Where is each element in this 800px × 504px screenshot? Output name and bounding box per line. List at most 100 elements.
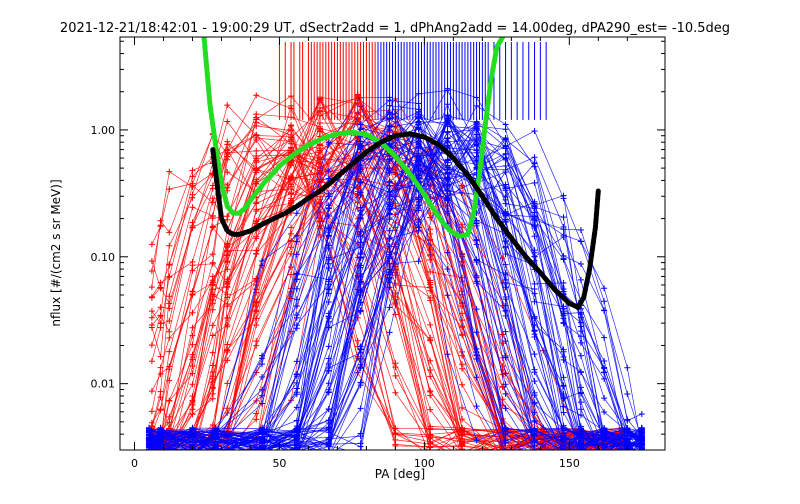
blue-flux-point (502, 390, 509, 397)
blue-flux-point (560, 192, 567, 199)
blue-flux-point (577, 319, 584, 326)
red-flux-point (459, 324, 466, 331)
red-flux-point (166, 242, 173, 249)
red-flux-point (168, 449, 170, 450)
red-flux-point (210, 453, 216, 459)
red-flux-point (253, 165, 260, 172)
red-flux-point (189, 381, 196, 388)
blue-flux-point (158, 452, 164, 458)
blue-flux-point (601, 455, 607, 461)
blue-flux-point (213, 451, 219, 457)
red-flux-point (224, 405, 231, 412)
blue-flux-point (415, 194, 422, 201)
red-flux-point (158, 452, 164, 458)
red-flux-point (166, 293, 173, 300)
red-flux-point (354, 185, 361, 192)
red-flux-point (160, 449, 162, 450)
blue-flux-point (415, 205, 422, 212)
red-flux-point (540, 451, 546, 457)
red-flux-point (149, 454, 155, 460)
blue-flux-point (325, 224, 332, 231)
blue-flux-point (293, 385, 300, 392)
red-flux-point (253, 122, 260, 129)
blue-flux-point (601, 457, 607, 463)
blue-flux-point (444, 210, 451, 217)
red-flux-point (540, 457, 546, 463)
blue-flux-point (626, 449, 628, 450)
blue-flux-point (531, 233, 538, 240)
red-flux-point (148, 241, 155, 248)
red-flux-point (157, 407, 164, 414)
red-flux-point (166, 455, 172, 461)
red-flux-point (619, 451, 625, 457)
red-flux-point (317, 193, 324, 200)
blue-flux-point (357, 355, 364, 362)
blue-flux-point (146, 453, 152, 459)
blue-flux-point (473, 149, 480, 156)
red-flux-point (148, 314, 155, 321)
red-flux-point (253, 92, 260, 99)
blue-flux-point (259, 451, 265, 457)
y-axis-label: nflux [#/(cm2 s sr MeV)] (49, 179, 63, 326)
red-flux-point (288, 191, 295, 198)
blue-flux-point (502, 237, 509, 244)
red-flux-point (209, 395, 216, 402)
red-flux-point (189, 258, 196, 265)
blue-flux-point (259, 352, 266, 359)
blue-flux-point (325, 324, 332, 331)
blue-flux-point (641, 449, 643, 450)
blue-flux-point (325, 260, 332, 267)
red-flux-point (317, 149, 324, 156)
red-flux-point (619, 457, 625, 463)
blue-flux-point (259, 455, 265, 461)
red-flux-point (253, 178, 260, 185)
blue-flux-point (624, 453, 630, 459)
blue-flux-point (531, 369, 538, 376)
axes: 0 50 100 150 0.01 0.10 1.00 (91, 36, 666, 470)
red-flux-point (500, 455, 506, 461)
y-tick-label: 0.10 (91, 251, 116, 264)
blue-flux-point (146, 455, 152, 461)
blue-flux-point (325, 168, 332, 175)
blue-flux-point (473, 403, 480, 410)
red-flux-point (149, 451, 155, 457)
blue-flux-point (624, 454, 630, 460)
red-flux-point (619, 456, 625, 462)
y-tick-label: 1.00 (91, 124, 116, 137)
blue-flux-point (531, 247, 538, 254)
red-flux-point (166, 363, 173, 370)
red-flux-point (540, 456, 546, 462)
blue-flux-point (577, 339, 584, 346)
blue-flux-point (213, 457, 219, 463)
red-flux-point (459, 446, 466, 450)
blue-flux-point (293, 358, 300, 365)
blue-flux-point (502, 279, 509, 286)
blue-flux-point (293, 276, 300, 283)
blue-flux-point (189, 456, 195, 462)
blue-flux-point (386, 216, 393, 223)
blue-flux-point (444, 195, 451, 202)
black-model-curve (210, 131, 601, 311)
blue-flux-point (601, 441, 608, 448)
blue-flux-point (639, 450, 645, 456)
blue-flux-point (259, 452, 265, 458)
blue-flux-point (502, 296, 509, 303)
blue-flux-point (502, 185, 509, 192)
red-flux-point (149, 452, 155, 458)
blue-flux-point (146, 453, 152, 459)
blue-flux-point (191, 449, 193, 450)
x-tick-label: 100 (414, 457, 435, 470)
red-flux-point (157, 217, 164, 224)
blue-flux-point (326, 453, 332, 459)
red-flux-point (500, 451, 506, 457)
blue-flux-point (531, 253, 538, 260)
red-flux-point (209, 349, 216, 356)
red-flux-point (288, 159, 295, 166)
red-flux-point (619, 456, 625, 462)
blue-flux-point (213, 450, 219, 456)
blue-flux-point (624, 457, 630, 463)
blue-flux-point (294, 454, 300, 460)
red-flux-point (189, 452, 195, 458)
red-flux-point (189, 410, 196, 417)
blue-flux-point (386, 279, 393, 286)
